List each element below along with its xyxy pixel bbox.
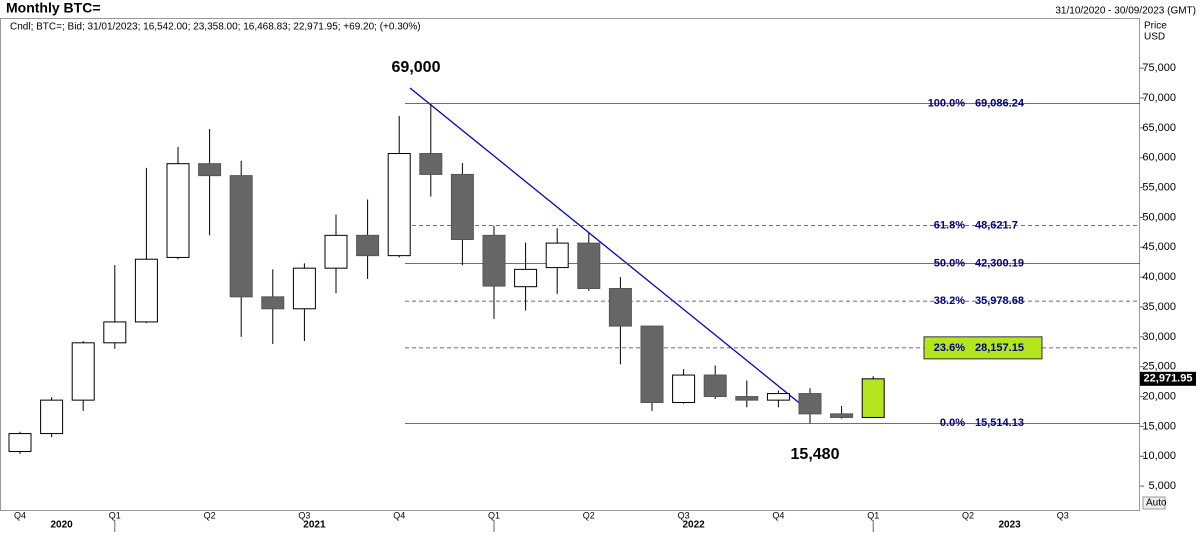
year-label: 2021 — [303, 520, 326, 531]
fib-ratio: 50.0% — [934, 257, 965, 269]
annotation: 15,480 — [791, 446, 840, 463]
y-tick-label: 5,000 — [1148, 480, 1176, 492]
y-tick-label: 30,000 — [1142, 331, 1176, 343]
candle-body — [134, 258, 158, 323]
candle-body — [387, 153, 411, 257]
candle-body — [450, 173, 474, 241]
candle-body — [261, 296, 285, 310]
fib-value: 42,300.19 — [975, 257, 1024, 269]
fib-ratio: 100.0% — [928, 97, 966, 109]
y-tick-label: 75,000 — [1142, 62, 1176, 74]
candle-body — [166, 163, 190, 258]
y-tick-label: 10,000 — [1142, 450, 1176, 462]
date-range: 31/10/2020 - 30/09/2023 (GMT) — [1055, 6, 1196, 17]
candle-body — [640, 325, 664, 404]
x-tick-label: Q3 — [298, 510, 310, 520]
y-tick-label: 25,000 — [1142, 361, 1176, 373]
last-price-label: 22,971.95 — [1144, 373, 1193, 385]
x-tick-label: Q1 — [109, 510, 121, 520]
chart-title: Monthly BTC= — [6, 0, 101, 16]
fib-ratio: 23.6% — [934, 342, 965, 354]
y-tick-label: 55,000 — [1142, 181, 1176, 193]
candle-body — [103, 321, 127, 344]
fib-value: 15,514.13 — [975, 417, 1024, 429]
candle-body — [356, 234, 380, 257]
fib-ratio: 38.2% — [934, 295, 965, 307]
x-tick-label: Q2 — [204, 510, 216, 520]
year-label: 2022 — [682, 520, 705, 531]
fib-value: 28,157.15 — [975, 342, 1024, 354]
y-tick-label: 20,000 — [1142, 390, 1176, 402]
y-tick-label: 65,000 — [1142, 122, 1176, 134]
candle-body — [545, 242, 569, 269]
x-tick-label: Q4 — [772, 510, 784, 520]
fib-ratio: 0.0% — [940, 417, 965, 429]
x-tick-label: Q4 — [393, 510, 405, 520]
info-line: Cndl; BTC=; Bid; 31/01/2023; 16,542.00; … — [10, 22, 421, 33]
y-tick-label: 45,000 — [1142, 241, 1176, 253]
auto-label[interactable]: Auto — [1146, 498, 1167, 509]
trend-line — [409, 87, 809, 411]
fib-value: 48,621.7 — [975, 220, 1018, 232]
y-tick-label: 60,000 — [1142, 152, 1176, 164]
candle-body — [798, 393, 822, 415]
candle-body — [514, 268, 538, 288]
candle-body — [703, 374, 727, 398]
candle-body — [830, 413, 854, 418]
candle-body — [71, 342, 95, 401]
y-tick-label: 15,000 — [1142, 420, 1176, 432]
fib-highlight — [923, 336, 1043, 360]
x-tick-label: Q3 — [678, 510, 690, 520]
candle-body — [324, 234, 348, 269]
candle-body — [608, 287, 632, 327]
candle-body — [766, 393, 790, 401]
annotation: 69,000 — [392, 59, 441, 76]
candle-body — [672, 374, 696, 404]
x-tick-label: Q4 — [14, 510, 26, 520]
fib-ratio: 61.8% — [934, 220, 965, 232]
y-axis-title: Price — [1144, 21, 1167, 32]
candle-body — [419, 153, 443, 175]
candle-body — [292, 267, 316, 310]
candle-body — [735, 396, 759, 401]
candle-body — [482, 234, 506, 287]
x-tick-label: Q2 — [962, 510, 974, 520]
y-tick-label: 35,000 — [1142, 301, 1176, 313]
x-tick-label: Q1 — [867, 510, 879, 520]
auto-button[interactable] — [1142, 496, 1166, 510]
y-tick-label: 70,000 — [1142, 92, 1176, 104]
x-tick-label: Q2 — [583, 510, 595, 520]
y-tick-label: 50,000 — [1142, 211, 1176, 223]
candle-body — [8, 433, 32, 452]
fib-value: 35,978.68 — [975, 295, 1024, 307]
x-tick-label: Q3 — [1057, 510, 1069, 520]
candle-body — [198, 163, 222, 177]
year-label: 2020 — [50, 520, 73, 531]
candle-body — [229, 175, 253, 298]
x-tick-label: Q1 — [488, 510, 500, 520]
candle-body — [861, 378, 885, 418]
y-axis-unit: USD — [1144, 32, 1165, 43]
fib-value: 69,086.24 — [975, 97, 1025, 109]
year-label: 2023 — [998, 520, 1021, 531]
last-price-box — [1140, 371, 1196, 386]
plot-frame — [0, 18, 1140, 511]
candle-body — [577, 242, 601, 289]
y-tick-label: 40,000 — [1142, 271, 1176, 283]
candle-body — [40, 399, 64, 435]
